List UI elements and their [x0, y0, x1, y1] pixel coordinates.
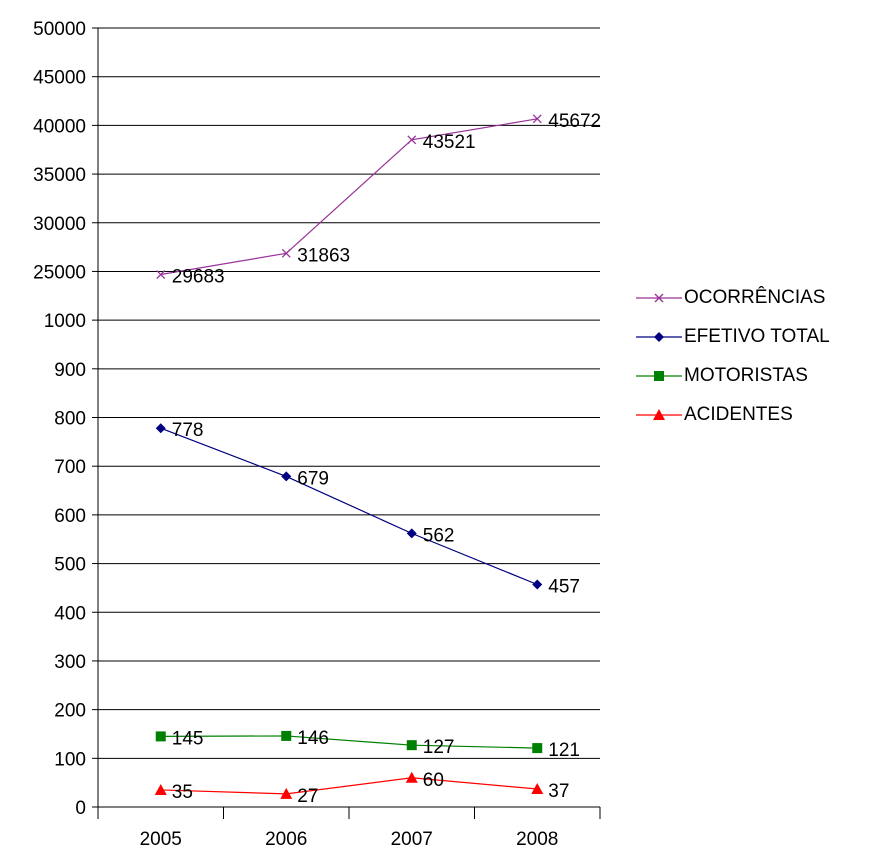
y-tick-label: 400 [54, 603, 86, 624]
y-tick-label: 200 [54, 701, 86, 722]
data-label-efetivo-total: 778 [172, 420, 204, 441]
legend-swatch-ocorrencias [636, 293, 682, 302]
data-label-acidentes: 35 [172, 782, 193, 803]
data-point-motoristas [406, 740, 417, 751]
y-tick-label: 700 [54, 457, 86, 478]
y-tick-label: 900 [54, 360, 86, 381]
series-line-acidentes [160, 777, 538, 795]
data-label-acidentes: 60 [423, 770, 444, 791]
data-point-ocorrencias [532, 114, 542, 124]
legend-item-motoristas: MOTORISTAS [636, 356, 830, 395]
data-point-ocorrencias [281, 248, 291, 258]
data-point-efetivo-total [155, 423, 166, 434]
data-point-acidentes [405, 771, 418, 783]
data-label-efetivo-total: 457 [548, 576, 580, 597]
data-label-acidentes: 27 [297, 786, 318, 807]
data-point-motoristas [281, 730, 292, 741]
data-point-acidentes [531, 782, 544, 794]
series-line-efetivo-total [160, 427, 538, 586]
y-tick-label: 1000 [44, 311, 86, 332]
data-label-motoristas: 127 [423, 737, 455, 758]
x-axis-tick-labels: 2005 2006 2007 2008 [140, 829, 559, 850]
y-tick-label: 500 [54, 555, 86, 576]
legend-swatch-efetivo-total [636, 331, 682, 342]
data-point-efetivo-total [281, 471, 292, 482]
y-tick-label: 50000 [33, 19, 86, 40]
data-point-efetivo-total [406, 528, 417, 539]
data-point-acidentes [154, 783, 167, 795]
data-point-acidentes [280, 787, 293, 799]
data-label-ocorrencias: 43521 [423, 132, 476, 153]
data-label-efetivo-total: 679 [297, 468, 329, 489]
legend-item-acidentes: ACIDENTES [636, 395, 830, 434]
axes [92, 27, 601, 819]
data-labels: 29683 31863 43521 45672 778 679 562 457 145 146 12… [172, 111, 601, 807]
y-tick-label: 30000 [33, 214, 86, 235]
series-line-ocorrencias [160, 118, 538, 276]
data-point-efetivo-total [532, 579, 543, 590]
y-tick-label: 800 [54, 409, 86, 430]
y-tick-label: 35000 [33, 165, 86, 186]
x-tick-label: 2006 [265, 829, 307, 850]
data-label-efetivo-total: 562 [423, 525, 455, 546]
legend-item-ocorrencias: OCORRÊNCIAS [636, 278, 830, 317]
y-tick-label: 100 [54, 749, 86, 770]
chart-legend: OCORRÊNCIAS EFETIVO TOTAL MOTORISTAS ACIDEN… [636, 278, 830, 434]
data-point-motoristas [532, 743, 543, 754]
data-point-ocorrencias [156, 270, 166, 279]
x-tick-label: 2007 [391, 829, 433, 850]
legend-label: ACIDENTES [684, 403, 793, 425]
y-tick-label: 40000 [33, 116, 86, 137]
series-line-motoristas [160, 735, 538, 749]
gridlines [98, 27, 600, 759]
y-tick-label: 0 [75, 798, 86, 819]
y-tick-label: 45000 [33, 68, 86, 89]
legend-label: MOTORISTAS [684, 364, 808, 386]
data-label-motoristas: 146 [297, 728, 329, 749]
legend-swatch-motoristas [636, 370, 682, 381]
data-label-ocorrencias: 31863 [297, 245, 350, 266]
data-point-motoristas [155, 731, 166, 742]
y-axis-tick-labels: 0 100 200 300 400 500 600 700 800 900 1000 25000 300… [33, 19, 86, 819]
legend-swatch-acidentes [636, 408, 682, 420]
data-label-motoristas: 145 [172, 728, 204, 749]
y-tick-label: 25000 [33, 262, 86, 283]
y-tick-label: 300 [54, 652, 86, 673]
data-label-acidentes: 37 [548, 781, 569, 802]
data-label-ocorrencias: 45672 [548, 111, 601, 132]
x-tick-label: 2008 [516, 829, 558, 850]
data-label-motoristas: 121 [548, 740, 580, 761]
legend-item-efetivo-total: EFETIVO TOTAL [636, 317, 830, 356]
series-lines [154, 114, 544, 799]
x-tick-label: 2005 [140, 829, 182, 850]
legend-label: EFETIVO TOTAL [684, 325, 830, 347]
y-tick-label: 600 [54, 506, 86, 527]
data-point-ocorrencias [407, 135, 417, 145]
legend-label: OCORRÊNCIAS [684, 286, 826, 308]
data-label-ocorrencias: 29683 [172, 267, 225, 288]
